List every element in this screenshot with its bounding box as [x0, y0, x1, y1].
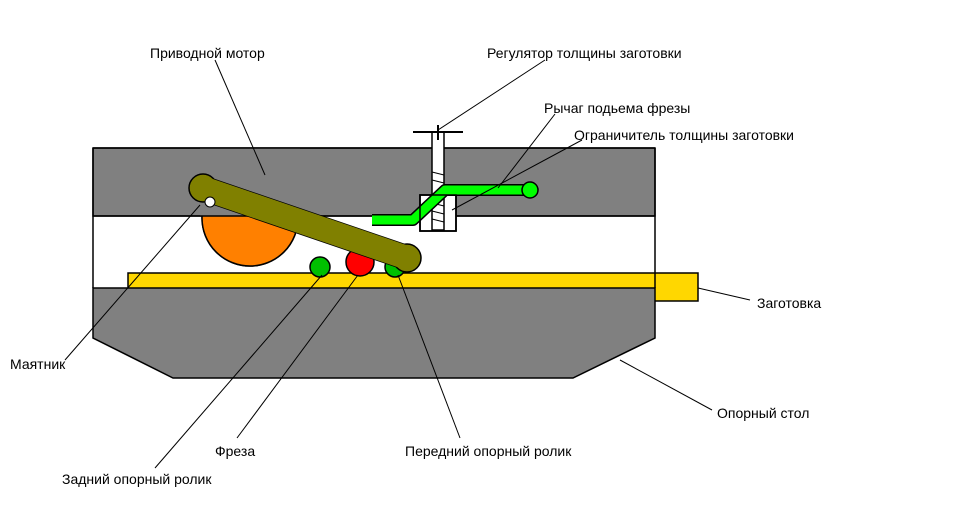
label-table: Опорный стол — [717, 405, 809, 421]
label-lever: Рычаг подьема фрезы — [544, 100, 690, 116]
label-thickness-regulator: Регулятор толщины заготовки — [487, 45, 682, 61]
diagram-svg — [0, 0, 970, 518]
label-drive-motor: Приводной мотор — [150, 45, 265, 61]
label-pendulum: Маятник — [10, 356, 65, 372]
label-cutter: Фреза — [215, 443, 255, 459]
label-workpiece: Заготовка — [757, 295, 821, 311]
label-thickness-limiter: Ограничитель толщины заготовки — [574, 127, 794, 143]
label-front-roller: Передний опорный ролик — [405, 443, 571, 459]
label-rear-roller: Задний опорный ролик — [62, 471, 212, 487]
